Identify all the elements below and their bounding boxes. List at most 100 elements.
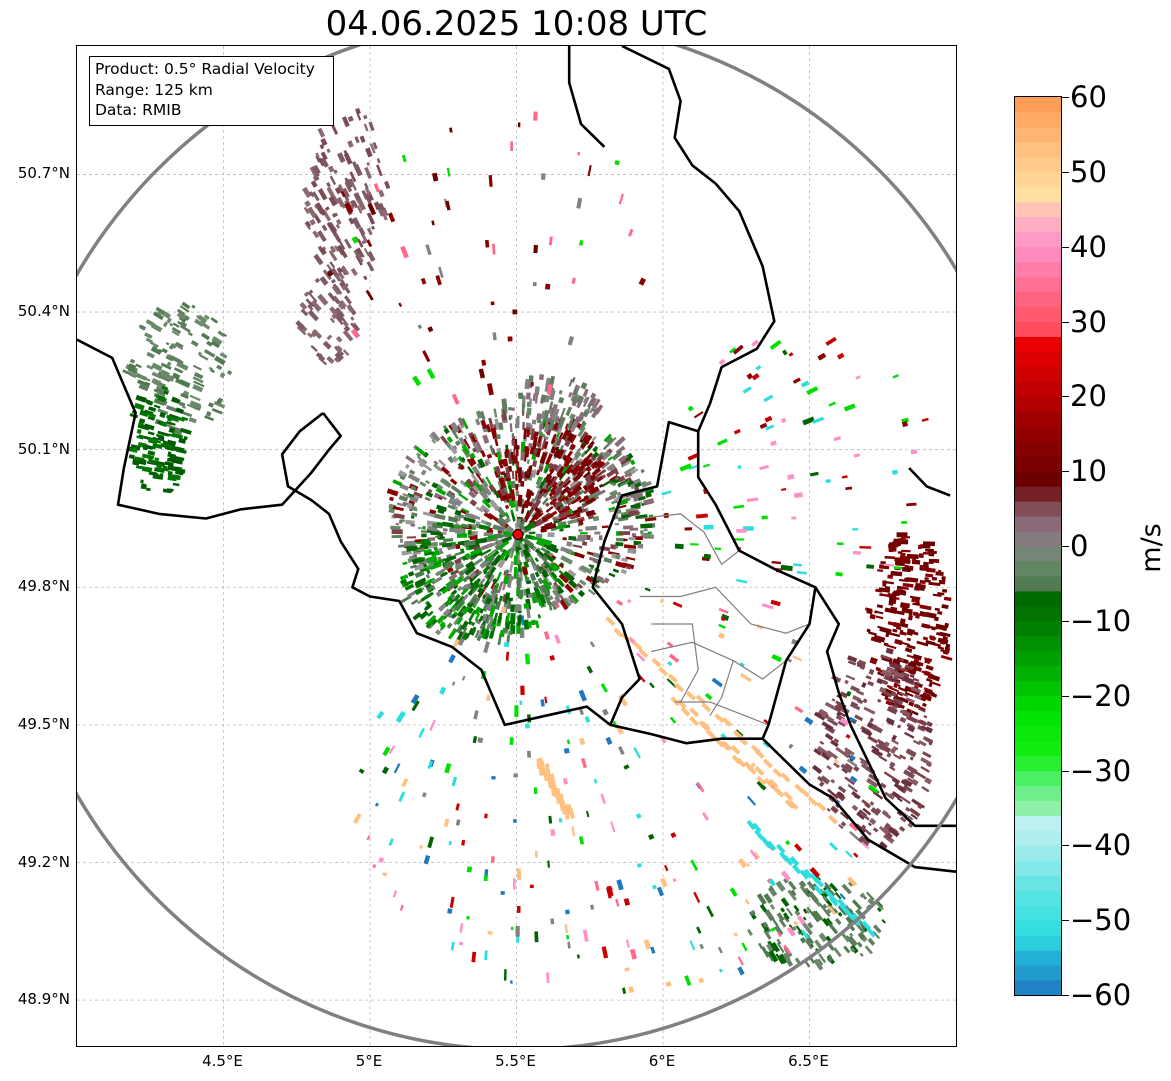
echo-gate [630,503,641,510]
echo-gate [580,565,593,575]
echo-gate [603,433,612,443]
echo-gate [759,903,768,913]
echo-gate [476,463,482,469]
echo-streak-gate [827,814,838,825]
echo-gate [572,544,583,549]
echo-gate [534,512,544,521]
echo-gate [351,217,362,230]
echo-gate [567,518,579,525]
echo-gate [635,813,642,819]
echo-gate [885,644,897,650]
echo-gate [834,891,842,900]
echo-gate [456,533,468,538]
echo-gate [569,421,579,433]
echo-gate [548,606,553,611]
echo-gate [496,571,503,581]
echo-gate [547,532,555,538]
echo-gate [540,547,547,553]
colorbar-tick-mark [1062,171,1069,173]
echo-gate [720,617,726,622]
echo-gate [768,949,779,963]
echo-gate [161,348,168,354]
echo-gate [611,481,617,487]
echo-gate [910,686,922,694]
echo-gate [456,616,464,626]
velocity-colorbar [1014,96,1062,996]
echo-gate [469,457,477,466]
echo-gate [382,871,388,877]
radar-map-canvas[interactable] [77,46,956,1046]
echo-gate [527,593,534,598]
echo-gate [127,363,137,371]
echo-gate [897,538,906,542]
echo-gate [850,685,860,693]
echo-gate [466,627,473,639]
echo-gate [758,942,764,949]
echo-gate [839,717,850,726]
colorbar-segment [1015,411,1061,427]
echo-gate [718,632,726,640]
echo-streak-gate [776,843,786,854]
echo-gate [408,469,416,475]
echo-gate [312,167,320,177]
echo-gate [317,230,327,243]
echo-streak-gate [799,869,809,880]
echo-gate [890,704,898,711]
echo-streak-gate [680,706,691,717]
echo-gate [462,575,471,583]
echo-gate [643,498,655,506]
colorbar-segment [1015,965,1061,981]
echo-gate [365,147,373,158]
echo-gate [490,427,498,440]
echo-gate [614,522,619,526]
echo-gate [902,582,914,588]
echo-gate [618,193,624,205]
echo-gate [342,320,349,328]
echo-gate [545,452,553,466]
echo-gate [643,939,652,950]
echo-gate [805,909,810,914]
lat-tick-label: 49.8°N [17,577,70,596]
echo-gate [509,448,512,453]
echo-gate [306,332,313,339]
echo-gate [479,483,489,496]
radar-map[interactable] [76,45,957,1047]
echo-gate [579,737,586,746]
echo-gate [309,218,316,226]
echo-gate [367,202,377,216]
echo-gate [625,939,631,948]
echo-gate [150,346,162,356]
echo-gate [601,708,609,716]
echo-gate [826,765,832,771]
echo-gate [904,691,914,698]
echo-gate [381,766,390,775]
echo-gate [925,548,934,552]
colorbar-segment [1015,980,1061,995]
echo-gate [158,375,171,383]
echo-gate [736,578,748,584]
echo-gate [859,810,868,819]
echo-gate [736,528,747,533]
echo-gate [909,595,921,600]
echo-gate [436,465,444,472]
echo-gate [867,680,875,687]
echo-gate [787,473,795,480]
echo-gate [157,430,170,437]
echo-gate [509,414,513,419]
colorbar-tick-label: −10 [1070,603,1132,638]
echo-gate [554,524,567,530]
echo-gate [308,289,314,295]
echo-gate [915,681,920,686]
echo-gate [861,799,871,807]
echo-gate [589,580,601,589]
echo-gate [310,180,318,188]
colorbar-tick-mark [1062,471,1069,473]
echo-gate [446,599,452,606]
echo-gate [163,390,169,395]
lat-tick-label: 49.5°N [17,714,70,733]
colorbar-segment [1015,875,1061,891]
echo-streak-gate [638,648,649,659]
echo-gate [902,784,913,793]
echo-gate [704,692,713,701]
country-border [77,338,342,520]
